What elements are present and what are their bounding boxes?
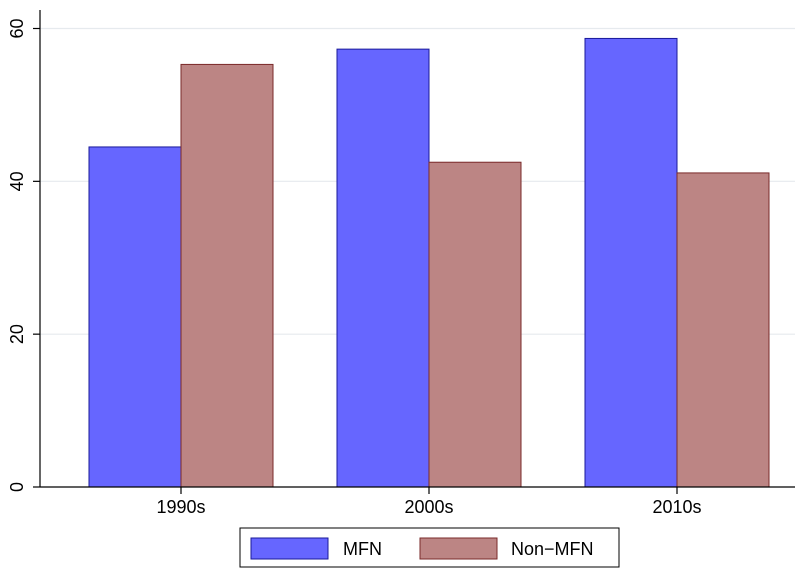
y-ticks: 0 20 40 60 bbox=[7, 18, 40, 492]
x-tick-label: 2000s bbox=[404, 497, 453, 517]
bar-mfn-2000s bbox=[336, 48, 430, 488]
axes bbox=[39, 10, 795, 488]
x-tick-label: 1990s bbox=[156, 497, 205, 517]
y-tick-label: 0 bbox=[7, 482, 27, 492]
y-tick-label: 40 bbox=[7, 171, 27, 191]
bar-non-mfn-2010s bbox=[676, 172, 770, 488]
y-tick-label: 60 bbox=[7, 18, 27, 38]
legend-label-mfn: MFN bbox=[343, 539, 382, 559]
bars bbox=[88, 37, 770, 488]
legend-label-non-mfn: Non−MFN bbox=[511, 539, 594, 559]
y-tick-label: 20 bbox=[7, 324, 27, 344]
x-tick-label: 2010s bbox=[652, 497, 701, 517]
x-ticks: 1990s 2000s 2010s bbox=[156, 487, 702, 517]
legend: MFN Non−MFN bbox=[239, 527, 620, 568]
bar-non-mfn-1990s bbox=[180, 63, 274, 488]
bar-mfn-1990s bbox=[88, 146, 182, 488]
legend-swatch-non-mfn bbox=[419, 537, 498, 560]
legend-swatch-mfn bbox=[250, 537, 329, 560]
bar-non-mfn-2000s bbox=[428, 161, 522, 488]
bar-mfn-2010s bbox=[584, 37, 678, 488]
